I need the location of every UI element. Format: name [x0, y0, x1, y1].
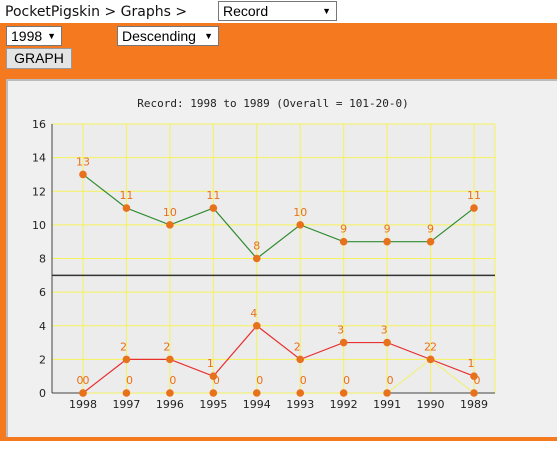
data-label-losses: 2 [163, 340, 170, 353]
data-point-losses [122, 355, 131, 364]
y-tick-label: 12 [32, 185, 46, 198]
data-point-wins [209, 204, 218, 212]
data-label-wins: 11 [119, 189, 133, 202]
data-point-wins [426, 237, 435, 246]
data-point-ties [383, 389, 391, 397]
year-select[interactable]: 1998 ▼ [6, 26, 62, 46]
data-label-wins: 9 [384, 223, 391, 236]
year-select-value: 1998 [11, 28, 43, 44]
data-label-losses: 1 [207, 357, 214, 370]
breadcrumb-root[interactable]: PocketPigskin [5, 4, 100, 20]
y-tick-label: 2 [39, 353, 46, 366]
data-label-wins: 13 [76, 155, 90, 168]
x-tick-label: 1991 [373, 398, 401, 411]
series-line-wins [82, 173, 475, 260]
order-select-value: Descending [122, 28, 196, 44]
x-tick-label: 1992 [330, 398, 358, 411]
stat-select[interactable]: Record ▼ [218, 1, 337, 21]
data-point-wins [470, 204, 478, 212]
data-point-wins [383, 237, 391, 246]
data-label-losses: 2 [120, 340, 127, 353]
data-label-wins: 11 [206, 189, 220, 202]
x-tick-label: 1997 [112, 398, 140, 411]
data-label-ties: 0 [126, 374, 133, 387]
data-point-ties [339, 389, 348, 397]
data-point-wins [166, 221, 174, 229]
data-label-ties: 0 [256, 374, 263, 387]
x-tick-label: 1995 [199, 398, 227, 411]
breadcrumb-separator: > [104, 4, 117, 20]
data-label-losses: 1 [468, 357, 475, 370]
data-label-ties: 0 [387, 374, 394, 387]
data-label-losses: 3 [337, 324, 344, 337]
y-tick-label: 4 [39, 320, 46, 333]
data-point-ties [252, 389, 261, 397]
x-tick-label: 1994 [243, 398, 271, 411]
data-label-wins: 11 [467, 189, 481, 202]
data-label-losses: 2 [294, 340, 301, 353]
data-label-losses: 3 [381, 324, 388, 337]
data-point-losses [296, 355, 305, 364]
data-label-losses: 0 [77, 374, 84, 387]
data-point-ties [470, 389, 478, 397]
data-label-ties: 0 [83, 374, 90, 387]
data-point-losses [383, 338, 391, 347]
breadcrumb-section[interactable]: Graphs [120, 4, 171, 20]
x-tick-label: 1989 [460, 398, 488, 411]
chevron-down-icon: ▼ [322, 6, 331, 16]
x-tick-label: 1998 [69, 398, 97, 411]
graph-button[interactable]: GRAPH [6, 48, 72, 69]
series-line-ties [83, 358, 475, 394]
data-point-ties [426, 355, 435, 364]
data-label-ties: 0 [343, 374, 350, 387]
order-select[interactable]: Descending ▼ [117, 26, 219, 46]
data-point-ties [209, 389, 218, 397]
series-line-losses [82, 324, 475, 394]
data-label-wins: 9 [340, 223, 347, 236]
data-label-losses: 2 [424, 340, 431, 353]
data-label-wins: 10 [163, 206, 177, 219]
data-point-ties [166, 389, 174, 397]
y-tick-label: 0 [39, 387, 46, 400]
data-label-ties: 2 [430, 340, 437, 353]
data-point-losses [209, 372, 218, 380]
chevron-down-icon: ▼ [47, 31, 56, 41]
data-point-ties [122, 389, 131, 397]
data-label-ties: 0 [213, 374, 220, 387]
data-label-ties: 0 [169, 374, 176, 387]
breadcrumb-separator: > [175, 4, 188, 20]
data-label-ties: 0 [300, 374, 307, 387]
x-tick-label: 1996 [156, 398, 184, 411]
data-point-wins [79, 170, 87, 179]
data-label-wins: 10 [293, 206, 307, 219]
data-point-wins [252, 254, 261, 263]
chart-title: Record: 1998 to 1989 (Overall = 101-20-0… [137, 97, 409, 110]
data-point-wins [296, 221, 305, 229]
data-label-losses: 4 [250, 307, 257, 320]
data-label-wins: 9 [427, 223, 434, 236]
data-point-losses [339, 338, 348, 347]
data-point-losses [470, 372, 478, 380]
data-point-wins [339, 237, 348, 246]
data-point-ties [79, 389, 87, 397]
y-tick-label: 16 [32, 118, 46, 131]
x-tick-label: 1993 [286, 398, 314, 411]
x-tick-label: 1990 [417, 398, 445, 411]
data-label-wins: 8 [253, 240, 260, 253]
data-point-ties [296, 389, 305, 397]
data-point-wins [122, 204, 131, 212]
data-point-losses [252, 321, 261, 330]
data-label-ties: 0 [474, 374, 481, 387]
y-tick-label: 6 [39, 286, 46, 299]
breadcrumb: PocketPigskin > Graphs > [5, 4, 187, 20]
stat-select-value: Record [223, 3, 269, 19]
y-tick-label: 14 [32, 152, 46, 165]
y-tick-label: 10 [32, 219, 46, 232]
data-point-losses [166, 355, 174, 364]
y-tick-label: 8 [39, 253, 46, 266]
chevron-down-icon: ▼ [204, 31, 213, 41]
